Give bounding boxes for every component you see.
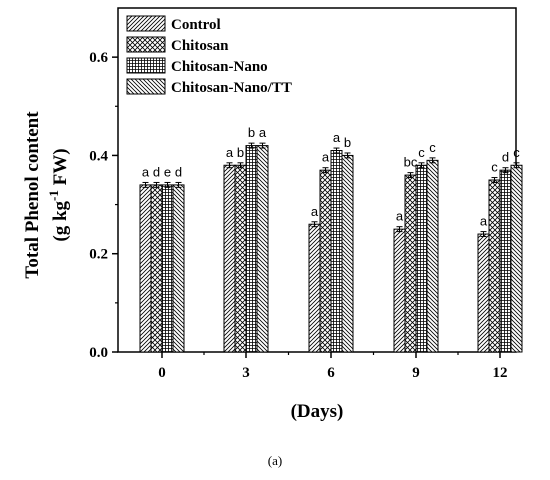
y-axis-title-line1: Total Phenol content: [22, 111, 43, 279]
bar: [319, 169, 332, 353]
y-axis-title-line2: (g kg-1 FW): [46, 148, 71, 241]
bar: [426, 159, 439, 353]
significance-label: a: [322, 150, 330, 165]
bar: [256, 145, 269, 353]
significance-label: bc: [404, 155, 418, 170]
y-axis-unit-prefix: (g kg: [50, 200, 71, 241]
significance-label: a: [333, 130, 341, 145]
bar: [150, 184, 163, 353]
x-tick-label: 6: [327, 365, 335, 381]
significance-label: b: [344, 135, 351, 150]
bar: [161, 184, 174, 353]
significance-label: d: [502, 150, 509, 165]
x-tick-labels: 0 3 6 9 12: [158, 352, 508, 381]
x-tick-label: 0: [158, 365, 166, 381]
significance-label: a: [142, 164, 150, 179]
x-tick-label: 3: [242, 365, 250, 381]
bar: [234, 164, 247, 353]
significance-label: c: [418, 145, 425, 160]
x-tick-label: 12: [493, 365, 508, 381]
bar: [172, 184, 185, 353]
bar: [393, 228, 406, 353]
legend-label: Chitosan-Nano: [171, 59, 268, 75]
bar: [499, 169, 512, 353]
significance-label: a: [311, 204, 319, 219]
legend: Control Chitosan Chitosan-Nano Chitosan-Nan…: [126, 15, 292, 96]
bar: [404, 174, 417, 353]
y-tick-labels: 0.0 0.2 0.4 0.6: [89, 50, 118, 361]
significance-label: b: [237, 145, 244, 160]
y-axis-unit-suffix: FW): [50, 148, 71, 190]
bar: [308, 223, 321, 353]
significance-label: c: [491, 160, 498, 175]
bar: [341, 154, 354, 353]
bar: [245, 145, 258, 353]
x-axis-title: (Days): [291, 401, 344, 422]
bar: [139, 184, 152, 353]
panel-label: (a): [268, 453, 282, 468]
significance-label: a: [480, 214, 488, 229]
significance-label: a: [259, 125, 267, 140]
y-tick-label: 0.2: [89, 247, 108, 263]
significance-label: c: [513, 145, 520, 160]
y-tick-label: 0.6: [89, 50, 108, 66]
significance-label: d: [153, 164, 160, 179]
y-axis-unit-exponent: -1: [46, 190, 61, 201]
bar: [488, 179, 501, 353]
significance-label: d: [175, 164, 182, 179]
legend-swatch: [126, 15, 166, 32]
y-tick-label: 0.4: [89, 148, 108, 164]
legend-label: Chitosan: [171, 38, 229, 54]
legend-label: Chitosan-Nano/TT: [171, 80, 292, 96]
bar: [510, 164, 523, 353]
significance-label: a: [396, 209, 404, 224]
significance-label: b: [248, 125, 255, 140]
significance-label: a: [226, 145, 234, 160]
legend-swatch: [126, 78, 166, 95]
x-tick-label: 9: [412, 365, 420, 381]
y-tick-label: 0.0: [89, 345, 108, 361]
bar: [330, 150, 343, 353]
legend-swatch: [126, 57, 166, 74]
bar: [415, 164, 428, 353]
legend-swatch: [126, 36, 166, 53]
significance-label: c: [429, 140, 436, 155]
bar: [477, 233, 490, 353]
bar: [223, 164, 236, 353]
legend-label: Control: [171, 17, 221, 33]
significance-label: e: [164, 164, 171, 179]
